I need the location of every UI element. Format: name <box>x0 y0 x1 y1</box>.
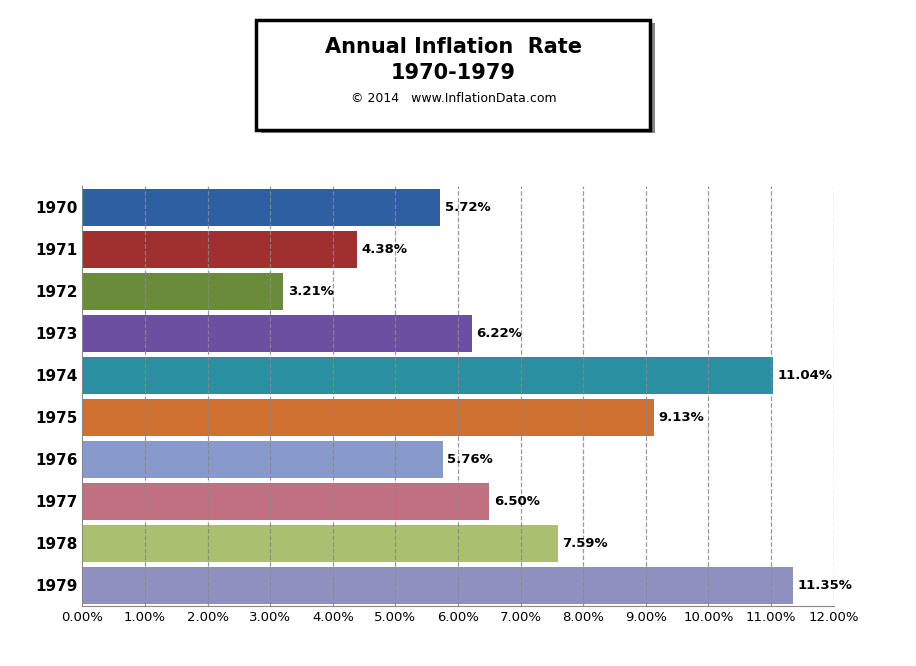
Bar <box>82 483 489 519</box>
Text: 4.38%: 4.38% <box>361 243 407 256</box>
Text: 5.72%: 5.72% <box>445 201 490 214</box>
Text: 6.50%: 6.50% <box>494 495 540 507</box>
Bar <box>82 357 773 394</box>
Bar <box>82 441 443 478</box>
Bar <box>82 399 654 436</box>
Text: 11.04%: 11.04% <box>778 369 833 382</box>
Text: © 2014   www.InflationData.com: © 2014 www.InflationData.com <box>351 92 556 105</box>
Bar <box>82 189 441 226</box>
Text: 3.21%: 3.21% <box>288 285 333 298</box>
Bar <box>82 273 283 310</box>
Text: 7.59%: 7.59% <box>562 537 607 549</box>
Text: 6.22%: 6.22% <box>476 327 522 340</box>
Bar <box>82 315 472 352</box>
Bar <box>82 567 793 603</box>
Text: Annual Inflation  Rate: Annual Inflation Rate <box>325 37 582 57</box>
Bar <box>82 525 558 561</box>
Text: 5.76%: 5.76% <box>447 453 493 466</box>
Bar <box>82 231 356 268</box>
Text: 11.35%: 11.35% <box>797 579 852 591</box>
Text: 1970-1979: 1970-1979 <box>391 63 516 83</box>
Text: 9.13%: 9.13% <box>659 411 704 424</box>
